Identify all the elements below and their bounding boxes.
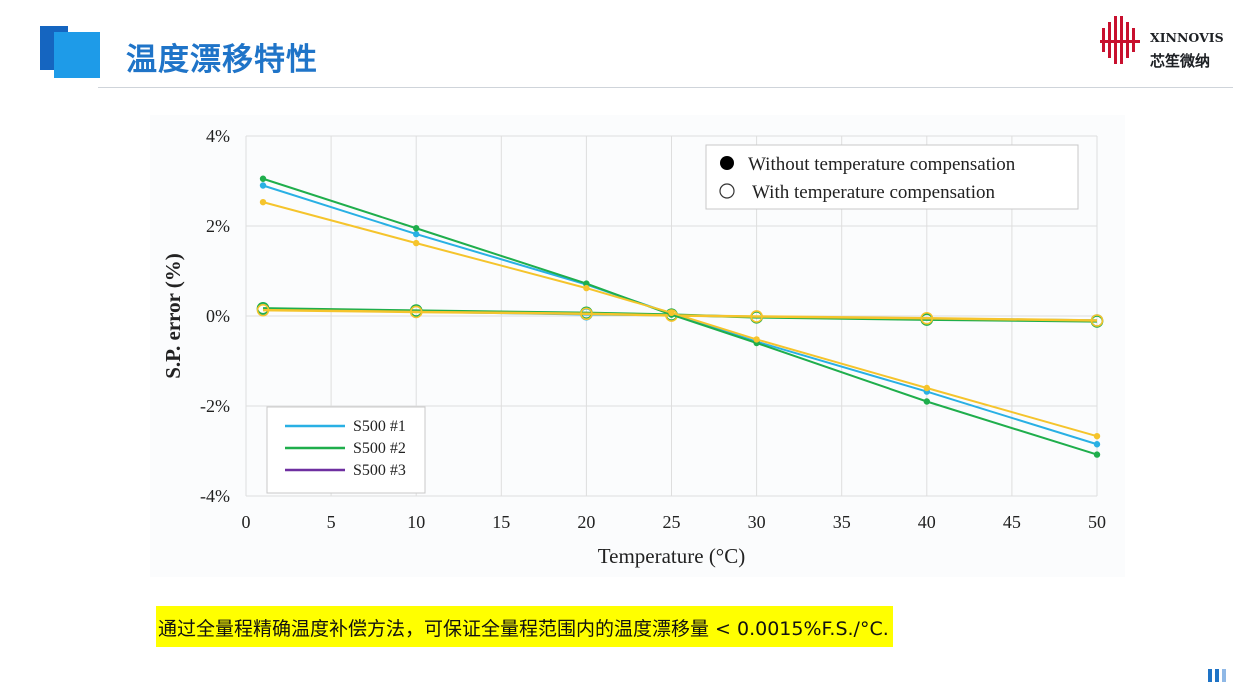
x-tick-label: 10 <box>407 512 425 532</box>
data-point-filled <box>259 175 267 182</box>
data-point-open <box>1090 314 1104 327</box>
x-tick-label: 30 <box>748 512 766 532</box>
x-tick-label: 45 <box>1003 512 1021 532</box>
y-axis-title: S.P. error (%) <box>161 253 185 379</box>
title-divider <box>98 87 1233 88</box>
data-point-open <box>409 305 423 319</box>
x-tick-label: 40 <box>918 512 936 532</box>
data-point-filled <box>259 198 267 206</box>
data-point-filled <box>583 284 590 292</box>
data-point-filled <box>1093 432 1101 440</box>
caption-highlight: 通过全量程精确温度补偿方法，可保证全量程范围内的温度漂移量 < 0.0015%F… <box>156 606 893 647</box>
chart-canvas: 0 5 10 15 20 25 30 35 40 45 50 4% 2% 0% -2% -4% Temperat… <box>161 126 1106 568</box>
data-point-filled <box>413 230 420 238</box>
logo-text-cn: 芯笙微纳 <box>1150 52 1211 70</box>
legend-open-marker <box>719 183 735 199</box>
x-tick-label: 0 <box>242 512 251 532</box>
x-tick-label: 50 <box>1088 512 1106 532</box>
logo-mark-icon <box>1100 16 1140 64</box>
data-point-filled <box>413 239 420 247</box>
corner-accent-light <box>54 32 100 78</box>
data-point-filled <box>1093 451 1101 458</box>
data-point-open <box>750 310 763 323</box>
data-point-open <box>920 311 934 325</box>
page-indicator <box>1208 667 1229 686</box>
y-tick-label: 4% <box>206 126 230 146</box>
series-legend-box <box>266 406 426 494</box>
legend-filled-marker <box>720 156 734 170</box>
data-point-filled <box>413 225 420 232</box>
data-point-open <box>256 303 270 317</box>
page-title: 温度漂移特性 <box>126 42 318 78</box>
y-tick-label: -4% <box>200 486 230 506</box>
x-tick-label: 15 <box>492 512 510 532</box>
legend-series-label: S500 #2 <box>353 440 406 457</box>
x-tick-label: 20 <box>577 512 595 532</box>
x-tick-label: 5 <box>327 512 336 532</box>
x-axis-title: Temperature (°C) <box>598 544 745 568</box>
data-point-open <box>580 307 593 321</box>
data-point-filled <box>923 384 930 392</box>
data-point-filled <box>583 280 590 287</box>
y-tick-label: -2% <box>200 396 230 416</box>
logo-text-en: XINNOVIS <box>1150 30 1224 45</box>
x-tick-label: 35 <box>833 512 851 532</box>
x-tick-label: 25 <box>663 512 681 532</box>
data-point-filled <box>1093 441 1101 448</box>
legend-series-label: S500 #3 <box>353 462 406 479</box>
y-tick-label: 2% <box>206 216 230 236</box>
legend-filled-label: Without temperature compensation <box>748 154 1016 175</box>
legend-open-label: With temperature compensation <box>752 182 995 203</box>
data-point-filled <box>753 336 760 343</box>
data-point-filled <box>259 182 267 189</box>
marker-legend-box <box>705 144 1079 210</box>
data-point-filled <box>923 398 930 405</box>
legend-series-label: S500 #1 <box>353 418 406 435</box>
temperature-drift-chart: 0 5 10 15 20 25 30 35 40 45 50 4% 2% 0% -2% -4% Temperat… <box>150 115 1125 577</box>
y-tick-label: 0% <box>206 306 230 326</box>
company-logo: XINNOVIS 芯笙微纳 <box>1100 14 1240 78</box>
data-point-filled <box>668 309 675 317</box>
